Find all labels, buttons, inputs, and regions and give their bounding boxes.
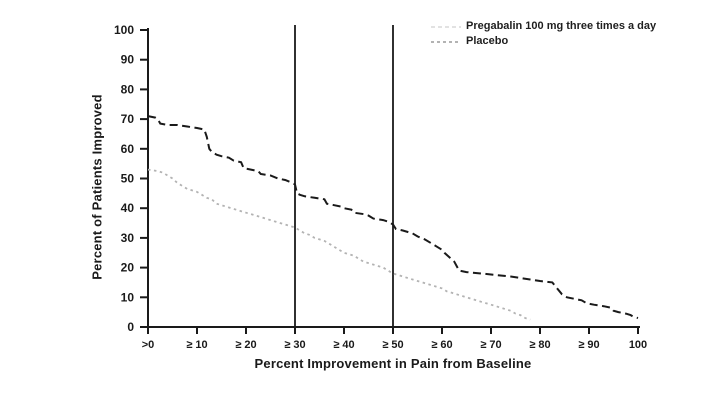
x-tick-label: 100 [629, 339, 647, 351]
legend-label-pregabalin: Pregabalin 100 mg three times a day [466, 20, 657, 32]
y-tick-label: 50 [121, 172, 135, 186]
x-tick-label: ≥ 50 [382, 339, 403, 351]
x-tick-label: ≥ 60 [431, 339, 452, 351]
x-tick-label: ≥ 40 [333, 339, 354, 351]
legend-item-pregabalin: Pregabalin 100 mg three times a day [430, 20, 656, 33]
x-axis-title: Percent Improvement in Pain from Baselin… [254, 356, 532, 371]
y-tick-label: 60 [121, 142, 135, 156]
x-tick-label: ≥ 30 [284, 339, 305, 351]
y-tick-label: 10 [121, 290, 135, 304]
placebo-legend-marker-icon [431, 40, 461, 43]
x-tick-label: ≥ 90 [578, 339, 599, 351]
y-tick-label: 70 [121, 112, 135, 126]
y-tick-label: 100 [114, 23, 134, 37]
y-tick-label: 0 [127, 320, 134, 334]
legend-item-placebo: Placebo [430, 35, 656, 48]
series-pregabalin [147, 115, 639, 320]
pregabalin-legend-marker-icon [431, 25, 461, 28]
legend-label-placebo: Placebo [466, 35, 509, 47]
y-tick-label: 30 [121, 231, 135, 245]
y-tick-label: 80 [121, 82, 135, 96]
series-placebo [147, 168, 531, 321]
x-tick-label: ≥ 10 [186, 339, 207, 351]
y-axis-title: Percent of Patients Improved [89, 94, 105, 280]
x-tick-label: ≥ 80 [529, 339, 550, 351]
x-tick-label: ≥ 70 [480, 339, 501, 351]
y-tick-label: 20 [121, 261, 135, 275]
y-tick-label: 40 [121, 201, 135, 215]
x-tick-label: ≥ 20 [235, 339, 256, 351]
x-tick-label: >0 [142, 339, 155, 351]
y-tick-label: 90 [121, 53, 135, 67]
legend: Pregabalin 100 mg three times a day Plac… [430, 20, 656, 48]
